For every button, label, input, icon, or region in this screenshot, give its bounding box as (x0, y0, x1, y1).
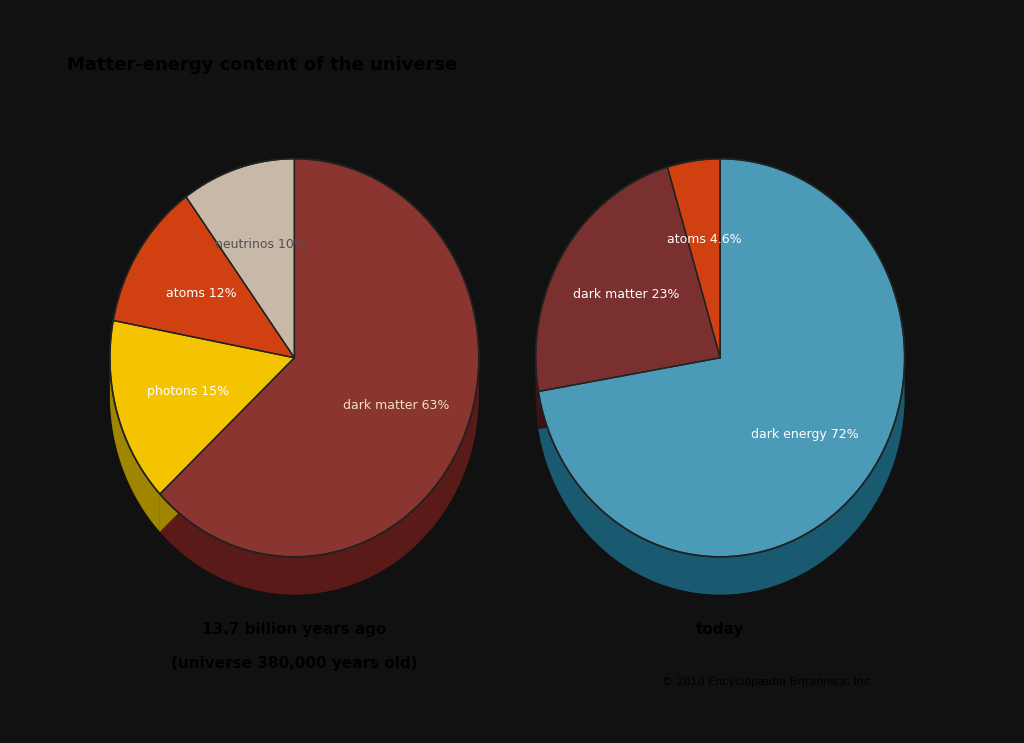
Polygon shape (668, 159, 720, 358)
Polygon shape (110, 320, 294, 494)
Polygon shape (160, 358, 294, 532)
Polygon shape (113, 197, 294, 358)
Polygon shape (186, 159, 294, 358)
Polygon shape (160, 159, 479, 557)
Polygon shape (539, 366, 904, 594)
Polygon shape (110, 356, 160, 532)
Text: dark energy 72%: dark energy 72% (751, 428, 859, 441)
Text: 13.7 billion years ago: 13.7 billion years ago (202, 622, 387, 637)
Text: today: today (696, 622, 744, 637)
Text: Matter-energy content of the universe: Matter-energy content of the universe (68, 56, 458, 74)
Text: atoms 12%: atoms 12% (166, 288, 237, 300)
Text: dark matter 23%: dark matter 23% (572, 288, 679, 302)
Polygon shape (539, 358, 720, 429)
Polygon shape (160, 358, 294, 532)
Text: photons 15%: photons 15% (147, 385, 229, 398)
Polygon shape (160, 364, 479, 594)
Polygon shape (536, 358, 904, 594)
Polygon shape (539, 159, 904, 557)
Polygon shape (110, 358, 479, 594)
Text: neutrinos 10%: neutrinos 10% (215, 238, 305, 250)
Text: atoms 4.6%: atoms 4.6% (667, 233, 741, 246)
Polygon shape (536, 167, 720, 392)
Polygon shape (539, 358, 720, 429)
Text: © 2010 Encyclopædia Britannica, Inc.: © 2010 Encyclopædia Britannica, Inc. (662, 677, 873, 687)
Polygon shape (536, 355, 539, 429)
Text: (universe 380,000 years old): (universe 380,000 years old) (171, 656, 418, 672)
Text: dark matter 63%: dark matter 63% (343, 399, 450, 412)
